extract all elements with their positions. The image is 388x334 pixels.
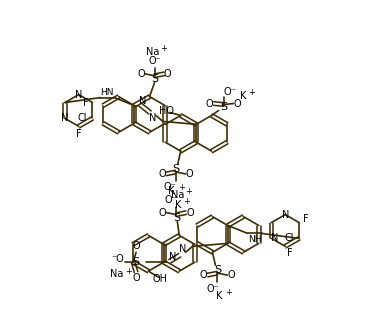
Text: O: O: [159, 208, 166, 218]
Text: +: +: [125, 267, 132, 276]
Text: +: +: [178, 183, 185, 192]
Text: +: +: [160, 44, 167, 53]
Text: N: N: [169, 252, 177, 262]
Text: OH: OH: [153, 274, 168, 284]
Text: +: +: [185, 187, 192, 196]
Text: N: N: [271, 233, 278, 243]
Text: Cl: Cl: [284, 233, 294, 243]
Text: S: S: [220, 103, 227, 113]
Text: Na: Na: [109, 269, 123, 279]
Text: S: S: [173, 212, 180, 222]
Text: O: O: [186, 169, 194, 179]
Text: HN: HN: [100, 88, 114, 97]
Text: F: F: [303, 213, 309, 223]
Text: S: S: [151, 74, 158, 84]
Text: O: O: [132, 273, 140, 283]
Text: S: S: [133, 257, 140, 267]
Text: K: K: [216, 291, 223, 301]
Text: O: O: [158, 169, 166, 179]
Text: +: +: [225, 289, 232, 298]
Text: O: O: [132, 241, 140, 251]
Text: N: N: [282, 210, 289, 219]
Text: N: N: [75, 90, 82, 100]
Text: O: O: [138, 69, 146, 79]
Text: O: O: [234, 99, 241, 109]
Text: O⁻: O⁻: [206, 284, 219, 294]
Text: ⁻O: ⁻O: [111, 254, 124, 264]
Text: N: N: [61, 114, 69, 123]
Text: O: O: [200, 270, 207, 280]
Text: NH: NH: [248, 235, 262, 244]
Text: O⁻: O⁻: [223, 87, 236, 97]
Text: N: N: [139, 96, 147, 106]
Text: K: K: [168, 186, 175, 196]
Text: Na: Na: [146, 47, 159, 57]
Text: O: O: [206, 99, 213, 109]
Text: N: N: [179, 244, 186, 254]
Text: O⁻: O⁻: [163, 182, 176, 192]
Text: F: F: [83, 98, 88, 108]
Text: K: K: [240, 91, 246, 101]
Text: S: S: [214, 265, 221, 275]
Text: F: F: [76, 129, 81, 139]
Text: Cl: Cl: [78, 114, 87, 123]
Text: +: +: [248, 88, 255, 97]
Text: O: O: [227, 270, 235, 280]
Text: +: +: [183, 197, 190, 206]
Text: K: K: [175, 200, 181, 210]
Text: O: O: [164, 69, 171, 79]
Text: O: O: [186, 208, 194, 218]
Text: F: F: [288, 248, 293, 258]
Text: Na: Na: [171, 190, 184, 200]
Text: N: N: [149, 114, 157, 123]
Text: HO: HO: [159, 107, 174, 117]
Text: S: S: [172, 164, 179, 174]
Text: O⁻: O⁻: [148, 56, 161, 66]
Text: O⁻: O⁻: [164, 195, 177, 205]
